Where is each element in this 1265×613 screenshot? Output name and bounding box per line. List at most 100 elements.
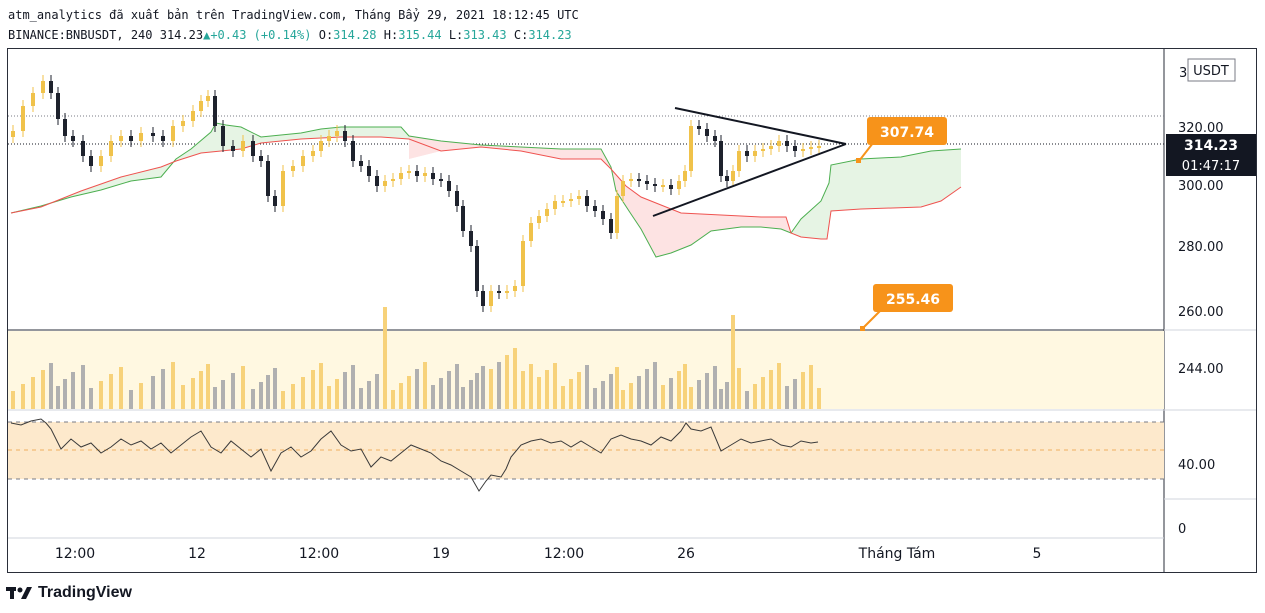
volume-tick: 244.00 (1178, 362, 1224, 377)
volume-bar (615, 367, 619, 409)
time-label-1: 12:00 (55, 546, 95, 562)
volume-bar (769, 370, 773, 409)
candle-body (689, 126, 693, 171)
candle-body (513, 286, 517, 291)
triangle-lower-line (652, 143, 847, 217)
candle-body (241, 141, 245, 151)
tradingview-logo[interactable]: TradingView (6, 584, 132, 602)
candle-body (801, 149, 805, 151)
candle-body (725, 176, 729, 181)
volume-bar (621, 390, 625, 409)
candle-body (266, 161, 270, 196)
volume-bar (637, 376, 641, 409)
candle-body (31, 93, 35, 106)
time-label-4: 19 (432, 546, 450, 562)
candle-body (119, 136, 123, 141)
candle-body (529, 223, 533, 241)
volume-bar (206, 364, 210, 409)
candle-body (761, 149, 765, 151)
close-value: 314.23 (528, 28, 572, 42)
volume-bar (481, 366, 485, 409)
candle-body (213, 96, 217, 126)
volume-bar (497, 362, 501, 409)
volume-bar (81, 365, 85, 409)
volume-bar (661, 385, 665, 409)
volume-bar (63, 379, 67, 409)
currency-box[interactable] (1187, 58, 1236, 82)
volume-bar (801, 372, 805, 409)
tradingview-brand: TradingView (38, 584, 132, 601)
volume-bar (753, 384, 757, 409)
volume-bar (399, 383, 403, 409)
candle-body (343, 131, 347, 141)
chart-frame[interactable]: 307.74 255.46 USDT 3 320.00 300.00 280.0… (7, 48, 1257, 573)
candle-body (415, 171, 419, 176)
volume-bar (689, 387, 693, 409)
candle-body (383, 181, 387, 186)
volume-bar (99, 381, 103, 409)
volume-bar (119, 367, 123, 409)
candle-body (545, 209, 549, 216)
volume-bar (683, 364, 687, 409)
volume-bar (785, 386, 789, 409)
price-tick-320: 320.00 (1178, 121, 1224, 136)
open-label: O: (318, 28, 334, 42)
triangle-upper-line (674, 107, 847, 145)
span-b-line (10, 136, 962, 240)
candle-body (423, 173, 427, 176)
candle-body (577, 196, 581, 199)
candle-body (615, 196, 619, 233)
candle-body (41, 81, 45, 93)
candle-body (537, 216, 541, 223)
candle-body (151, 133, 155, 136)
chart-svg[interactable]: 307.74 255.46 USDT 3 320.00 300.00 280.0… (8, 49, 1256, 572)
candle-body (319, 141, 323, 151)
triangle-drawing[interactable] (652, 107, 847, 217)
volume-bar (745, 391, 749, 409)
candle-body (56, 93, 60, 119)
volume-bar (359, 388, 363, 409)
candle-body (521, 241, 525, 286)
volume-bar (311, 370, 315, 409)
candle-body (21, 106, 25, 131)
volume-bar (21, 384, 25, 409)
volume-bar (725, 382, 729, 409)
volume-bar (677, 371, 681, 409)
volume-bar (181, 385, 185, 409)
volume-bar (319, 363, 323, 409)
volume-bar (351, 365, 355, 409)
upper-callout[interactable]: 307.74 (856, 117, 947, 163)
volume-bar (653, 362, 657, 409)
candle-body (206, 96, 210, 101)
volume-bar (251, 389, 255, 409)
candle-body (351, 141, 355, 161)
volume-bar (11, 391, 15, 409)
candle-body (375, 176, 379, 186)
volume-bar (537, 377, 541, 409)
candle-body (221, 126, 225, 146)
candle-body (697, 126, 701, 129)
upper-callout-text: 307.74 (880, 125, 934, 141)
volume-bar (439, 378, 443, 409)
volume-bar (505, 355, 509, 409)
volume-bar (713, 366, 717, 409)
candle-body (769, 146, 773, 149)
price-tick-300: 300.00 (1178, 179, 1224, 194)
time-label-8: 5 (1033, 546, 1042, 562)
candle-body (455, 191, 459, 206)
volume-bar (489, 369, 493, 409)
candle-body (99, 156, 103, 166)
candle-body (705, 129, 709, 136)
candle-body (391, 179, 395, 181)
candle-body (11, 131, 15, 137)
volume-bar (151, 376, 155, 409)
candle-body (139, 133, 143, 141)
last-price-badge-value: 314.23 (1184, 138, 1238, 154)
candle-body (447, 181, 451, 191)
candle-body (367, 166, 371, 176)
candle-body (431, 173, 435, 179)
price-tick-280: 280.00 (1178, 240, 1224, 255)
lower-callout[interactable]: 255.46 (860, 284, 953, 331)
candle-body (669, 185, 673, 189)
candle-body (683, 171, 687, 181)
